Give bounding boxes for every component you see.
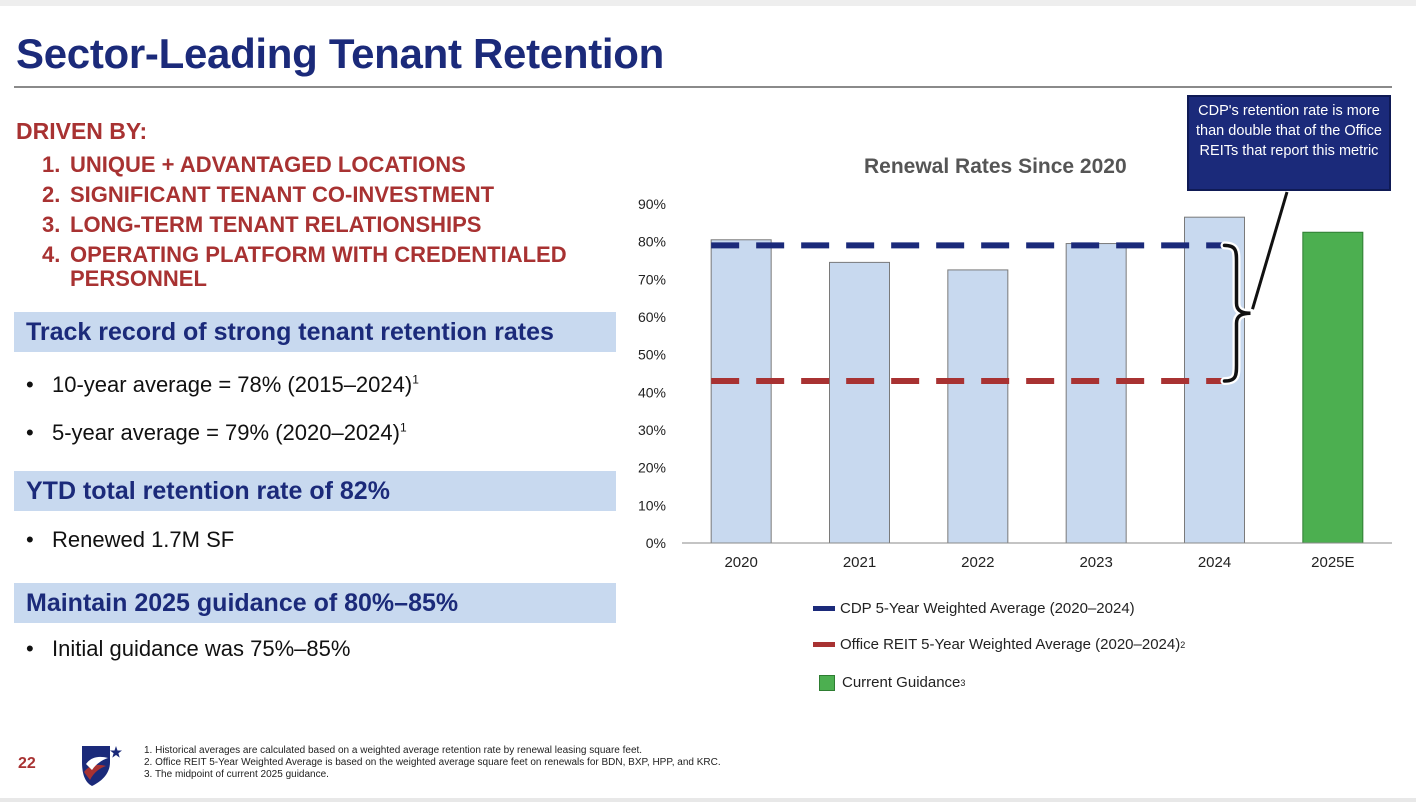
legend-cdp: CDP 5-Year Weighted Average (2020–2024) xyxy=(813,600,1135,617)
guidance-bullet: • Initial guidance was 75%–85% xyxy=(26,636,351,661)
drivers-list: 1. UNIQUE + ADVANTAGED LOCATIONS 2. SIGNIF… xyxy=(42,150,602,291)
page-number: 22 xyxy=(18,755,36,772)
bar-2023 xyxy=(1065,243,1127,544)
track-bullet-10yr: • 10-year average = 78% (2015–2024)1 xyxy=(26,372,419,397)
legend-cdp-label: CDP 5-Year Weighted Average (2020–2024) xyxy=(840,600,1135,617)
track-bullet-5yr: • 5-year average = 79% (2020–2024)1 xyxy=(26,420,407,445)
footnote-2: 2. Office REIT 5-Year Weighted Average i… xyxy=(144,757,721,768)
retention-callout: CDP's retention rate is more than double… xyxy=(1187,95,1391,191)
callout-connector xyxy=(1251,191,1289,310)
bullet-text: 10-year average = 78% (2015–2024) xyxy=(52,372,413,397)
footnote-3: 3. The midpoint of current 2025 guidance… xyxy=(144,769,329,780)
ytd-bullet: • Renewed 1.7M SF xyxy=(26,527,235,552)
bullet-text: 5-year average = 79% (2020–2024) xyxy=(52,420,400,445)
driven-by-heading: DRIVEN BY: xyxy=(16,118,148,144)
driver-number: 4. xyxy=(42,242,61,267)
bottom-band xyxy=(0,798,1416,802)
y-tick-label: 70% xyxy=(638,271,666,287)
legend-reit-swatch xyxy=(813,642,835,647)
legend-guidance: Current Guidance 3 xyxy=(813,674,965,691)
company-logo-icon xyxy=(82,746,122,786)
bar-2020 xyxy=(710,239,772,544)
chart-title: Renewal Rates Since 2020 xyxy=(864,155,1127,178)
y-tick-label: 40% xyxy=(638,384,666,400)
footnote-1: 1. Historical averages are calculated ba… xyxy=(144,745,643,756)
y-tick-label: 10% xyxy=(638,497,666,513)
footnote-ref: 2 xyxy=(1180,639,1186,650)
footnote-ref: 1 xyxy=(399,420,407,435)
y-tick-label: 30% xyxy=(638,422,666,438)
driver-text: SIGNIFICANT TENANT CO-INVESTMENT xyxy=(70,182,495,207)
driver-text: OPERATING PLATFORM WITH CREDENTIALED PER… xyxy=(70,242,567,291)
driver-text: UNIQUE + ADVANTAGED LOCATIONS xyxy=(70,152,466,177)
x-tick-label: 2020 xyxy=(724,554,757,571)
bullet-text: Renewed 1.7M SF xyxy=(52,527,235,552)
y-tick-label: 80% xyxy=(638,234,666,250)
driver-item: 2. SIGNIFICANT TENANT CO-INVESTMENT xyxy=(42,180,602,210)
bracket xyxy=(1222,243,1251,383)
footnote-ref: 3 xyxy=(960,677,966,688)
ytd-heading: YTD total retention rate of 82% xyxy=(14,471,616,511)
driver-number: 2. xyxy=(42,182,61,207)
guidance-heading: Maintain 2025 guidance of 80%–85% xyxy=(14,583,616,623)
x-tick-label: 2022 xyxy=(961,554,994,571)
driver-number: 3. xyxy=(42,212,61,237)
driver-number: 1. xyxy=(42,152,61,177)
footnote-ref: 1 xyxy=(412,372,419,387)
x-tick-label: 2021 xyxy=(843,554,876,571)
legend-reit-label: Office REIT 5-Year Weighted Average (202… xyxy=(840,636,1181,653)
y-tick-label: 90% xyxy=(638,196,666,212)
top-band xyxy=(0,0,1416,6)
legend-guidance-swatch xyxy=(819,674,835,691)
driver-text: LONG-TERM TENANT RELATIONSHIPS xyxy=(70,212,482,237)
renewal-rates-chart: 0% 10% 20% 30% 40% 50% 60% 70% 80% 90% 2020 2021 202… xyxy=(638,191,1392,571)
x-tick-label: 2025E xyxy=(1311,554,1354,571)
footnotes: 1. Historical averages are calculated ba… xyxy=(144,745,721,781)
y-tick-label: 60% xyxy=(638,309,666,325)
y-tick-label: 50% xyxy=(638,347,666,363)
bullet-text: Initial guidance was 75%–85% xyxy=(52,636,351,661)
x-tick-label: 2024 xyxy=(1198,554,1231,571)
bar-2025E xyxy=(1302,231,1364,544)
driver-item: 3. LONG-TERM TENANT RELATIONSHIPS xyxy=(42,210,602,240)
y-tick-label: 0% xyxy=(646,535,666,551)
y-tick-label: 20% xyxy=(638,460,666,476)
legend-reit: Office REIT 5-Year Weighted Average (202… xyxy=(813,636,1185,653)
legend-guidance-label: Current Guidance xyxy=(842,674,961,691)
title-divider xyxy=(14,86,1392,88)
x-tick-label: 2023 xyxy=(1079,554,1112,571)
driver-item: 4. OPERATING PLATFORM WITH CREDENTIALED P… xyxy=(42,240,602,291)
bar-2022 xyxy=(947,269,1009,544)
driver-item: 1. UNIQUE + ADVANTAGED LOCATIONS xyxy=(42,150,602,180)
bar-2021 xyxy=(829,261,890,544)
track-record-heading: Track record of strong tenant retention … xyxy=(14,312,616,352)
page-title: Sector-Leading Tenant Retention xyxy=(16,30,664,77)
legend-cdp-swatch xyxy=(813,606,835,611)
